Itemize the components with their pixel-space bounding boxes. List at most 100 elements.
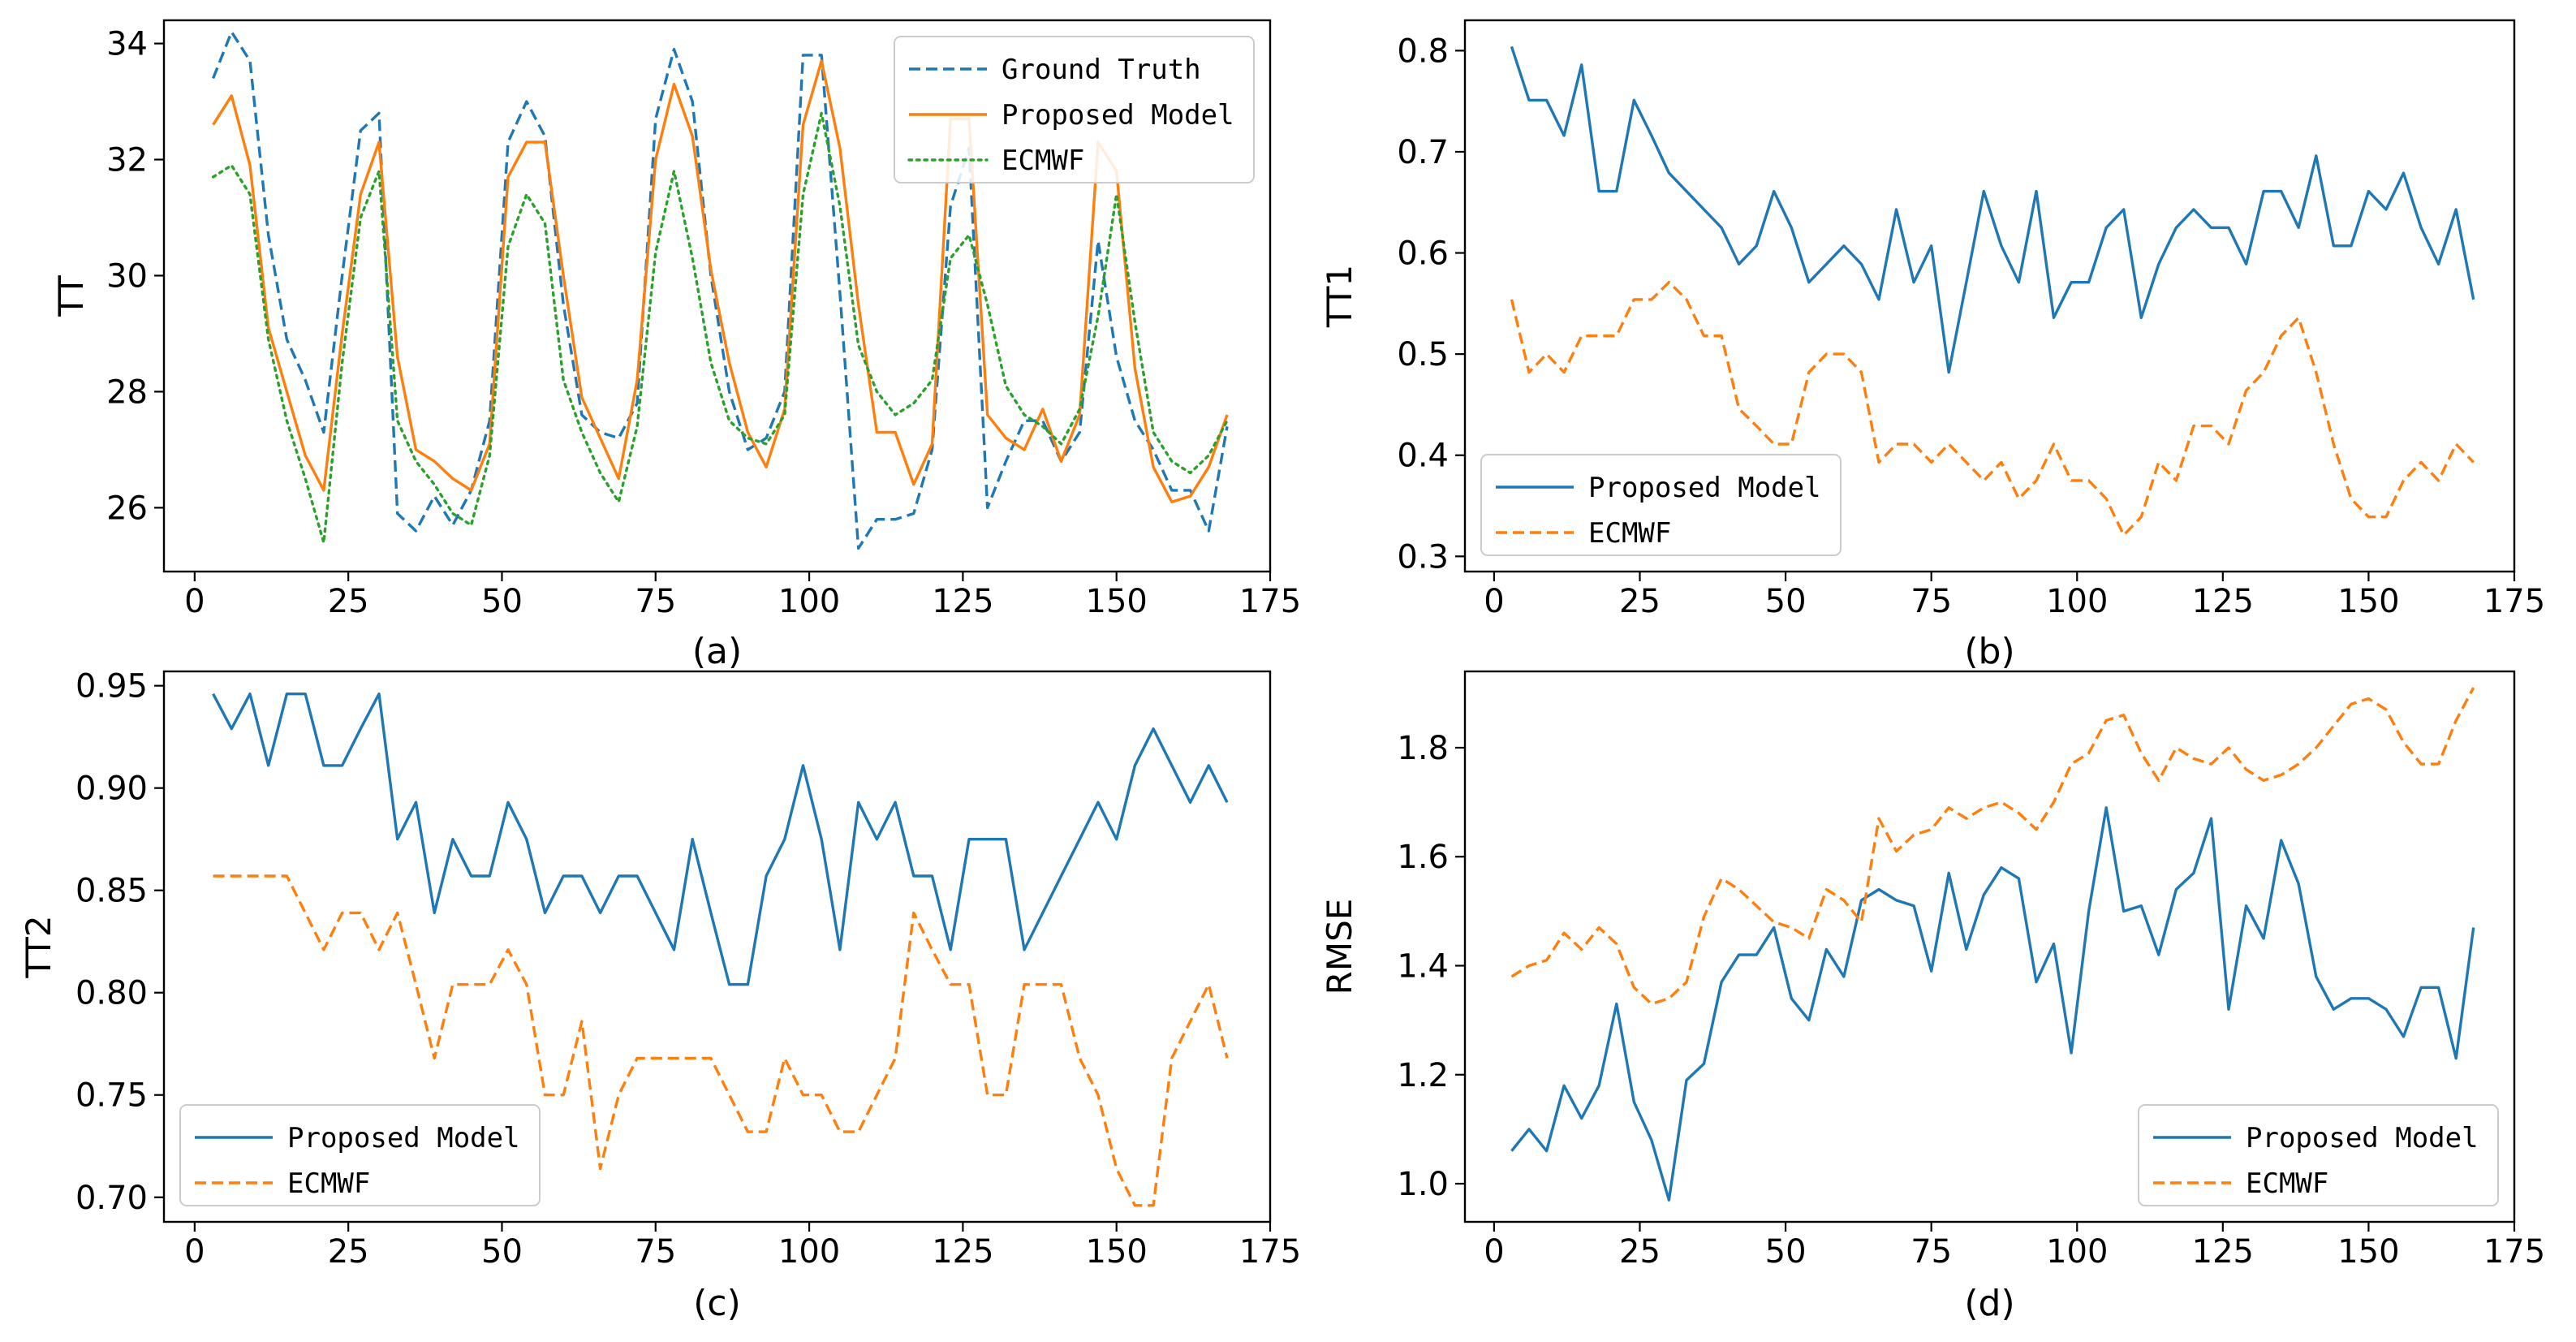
y-tick-label: 1.2: [1397, 1057, 1449, 1094]
series-line-proposed-model: [212, 59, 1229, 503]
legend-label: Ground Truth: [1002, 54, 1201, 86]
y-tick-label: 0.70: [75, 1180, 148, 1217]
legend-label: Proposed Model: [1588, 472, 1821, 504]
y-tick-label: 0.8: [1397, 32, 1449, 70]
y-tick-label: 32: [106, 142, 148, 179]
x-tick-label: 25: [1619, 583, 1661, 620]
x-tick-label: 150: [2337, 583, 2399, 620]
x-tick-label: 50: [481, 1233, 523, 1271]
y-tick-label: 1.6: [1397, 839, 1449, 876]
y-tick-label: 0.3: [1397, 538, 1449, 576]
legend: Ground Truth Proposed Model ECMWF: [894, 36, 1255, 183]
y-axis-label: TT2: [19, 915, 58, 978]
x-tick-label: 150: [1086, 583, 1148, 620]
x-tick-label: 0: [1484, 583, 1504, 620]
y-tick-label: 0.80: [75, 975, 148, 1012]
legend-box: [894, 36, 1255, 183]
y-tick-label: 0.7: [1397, 134, 1449, 171]
y-tick-label: 30: [106, 257, 148, 295]
x-tick-label: 50: [1765, 1233, 1807, 1271]
x-tick-label: 125: [932, 583, 993, 620]
y-axis-label: TT: [51, 275, 91, 317]
series-line-proposed-model: [212, 693, 1229, 986]
subplot-caption: (d): [1964, 1283, 2014, 1324]
x-tick-label: 175: [2483, 583, 2545, 620]
subplot-caption: (b): [1964, 631, 2014, 672]
subplot-caption: (c): [693, 1283, 741, 1324]
y-tick-label: 0.4: [1397, 438, 1449, 475]
y-tick-label: 0.85: [75, 873, 148, 910]
subplot-d: 0 25 50 75 100 125 150 175 1.0 1.2 1.4 1.6 1.8 RMSE (d…: [1320, 670, 2545, 1324]
x-tick-label: 150: [2337, 1233, 2399, 1271]
x-tick-label: 100: [778, 583, 840, 620]
y-tick-label: 1.8: [1397, 730, 1449, 767]
x-tick-label: 175: [1239, 583, 1301, 620]
series-line-ecmwf: [213, 874, 1229, 1207]
x-tick-label: 175: [2483, 1233, 2545, 1271]
x-tick-label: 0: [184, 1233, 205, 1271]
x-tick-label: 100: [2046, 1233, 2108, 1271]
y-tick-label: 28: [106, 373, 148, 411]
y-tick-label: 1.4: [1397, 947, 1449, 985]
plot-frame: [162, 670, 1272, 1223]
subplot-b: 0 25 50 75 100 125 150 175 0.3 0.4 0.5 0.6 0.7 0.8 TT1…: [1320, 19, 2545, 672]
legend-label: ECMWF: [287, 1167, 370, 1200]
x-tick-label: 75: [635, 1233, 676, 1271]
x-tick-label: 175: [1239, 1233, 1301, 1271]
series-line-ecmwf: [1510, 687, 2475, 1006]
subplot-a: 0 25 50 75 100 125 150 175 26 28 30 32 34 TT (a) Ground…: [51, 19, 1301, 672]
y-tick-label: 26: [106, 490, 148, 527]
x-tick-label: 125: [932, 1233, 993, 1271]
x-tick-label: 50: [481, 583, 523, 620]
legend-label: Proposed Model: [1002, 99, 1234, 132]
series-line-ecmwf: [1510, 281, 2475, 537]
x-tick-label: 125: [2192, 583, 2254, 620]
legend-box: [1480, 454, 1842, 556]
y-tick-label: 34: [106, 26, 148, 63]
x-tick-label: 0: [184, 583, 205, 620]
x-tick-label: 125: [2192, 1233, 2254, 1271]
legend: Proposed Model ECMWF: [1480, 454, 1842, 556]
x-tick-label: 0: [1484, 1233, 1504, 1271]
x-tick-label: 25: [1619, 1233, 1661, 1271]
y-tick-label: 0.90: [75, 770, 148, 808]
series-group: [211, 30, 1229, 550]
x-tick-label: 100: [2046, 583, 2108, 620]
plot-frame: [1463, 19, 2516, 573]
legend-label: Proposed Model: [2246, 1122, 2479, 1154]
y-axis-label: RMSE: [1320, 899, 1359, 995]
legend-box: [179, 1104, 541, 1206]
series-group: [212, 693, 1229, 1207]
x-tick-label: 100: [778, 1233, 840, 1271]
legend-label: ECMWF: [2246, 1167, 2328, 1200]
legend: Proposed Model ECMWF: [2138, 1104, 2499, 1206]
legend-label: Proposed Model: [287, 1122, 520, 1154]
legend-box: [2138, 1104, 2499, 1206]
plot-frame: [1463, 670, 2516, 1223]
x-tick-label: 25: [328, 1233, 369, 1271]
subplot-c: 0 25 50 75 100 125 150 175 0.70 0.75 0.80 0.85 0.90 0…: [19, 668, 1301, 1324]
subplot-caption: (a): [692, 631, 742, 672]
y-tick-label: 0.75: [75, 1077, 148, 1115]
x-tick-label: 25: [328, 583, 369, 620]
x-tick-label: 50: [1765, 583, 1807, 620]
legend-label: ECMWF: [1002, 145, 1084, 177]
x-tick-label: 150: [1086, 1233, 1148, 1271]
series-line-ecmwf: [211, 111, 1229, 544]
x-tick-label: 75: [1910, 583, 1952, 620]
series-line-proposed-model: [1510, 806, 2475, 1202]
series-group: [1510, 45, 2475, 537]
plot-frame: [162, 19, 1272, 573]
series-line-proposed-model: [1510, 45, 2475, 374]
y-tick-label: 0.5: [1397, 336, 1449, 373]
y-tick-label: 0.95: [75, 668, 148, 706]
x-tick-label: 75: [1910, 1233, 1952, 1271]
legend-label: ECMWF: [1588, 517, 1671, 550]
y-tick-label: 1.0: [1397, 1166, 1449, 1203]
y-axis-label: TT1: [1320, 265, 1359, 328]
legend: Proposed Model ECMWF: [179, 1104, 541, 1206]
series-group: [1510, 687, 2475, 1202]
x-tick-label: 75: [635, 583, 676, 620]
y-tick-label: 0.6: [1397, 235, 1449, 273]
